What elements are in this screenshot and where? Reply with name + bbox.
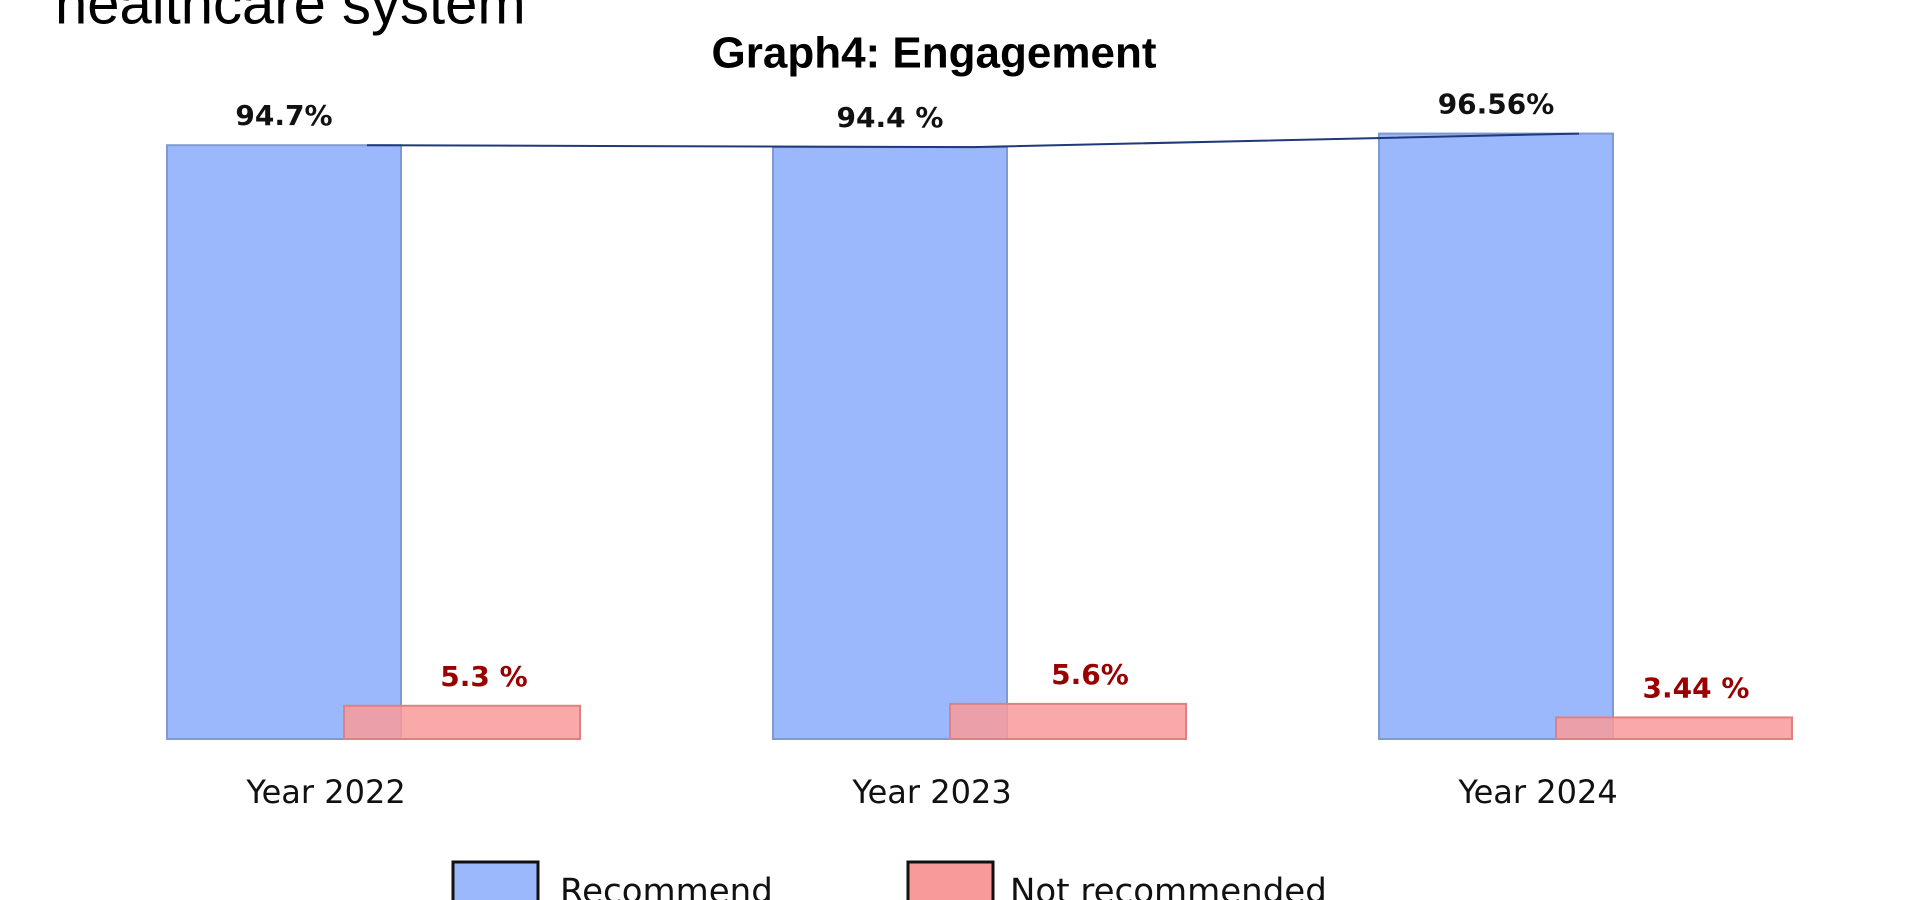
data-label: 96.56%	[1438, 88, 1555, 121]
legend-label: Not recommended	[1010, 872, 1327, 900]
data-label: 3.44 %	[1643, 671, 1750, 704]
bar	[1378, 132, 1614, 741]
data-label: 5.6%	[1051, 658, 1129, 691]
bar	[1555, 716, 1793, 741]
x-tick-label: Year 2024	[1457, 773, 1617, 811]
heading: healthcare system	[55, 0, 526, 36]
legend-swatch	[451, 860, 540, 900]
data-label: 94.4 %	[837, 101, 944, 134]
bar	[343, 704, 581, 740]
legend-swatch	[906, 860, 995, 900]
trend-line	[366, 132, 1580, 149]
chart-title: Graph4: Engagement	[712, 29, 1157, 78]
bar	[949, 702, 1187, 740]
bar	[772, 146, 1008, 740]
bar	[166, 144, 402, 740]
data-label: 5.3 %	[440, 660, 527, 693]
data-label: 94.7%	[235, 99, 332, 132]
x-tick-label: Year 2023	[851, 773, 1011, 811]
legend-label: Recommend	[560, 872, 773, 900]
x-tick-label: Year 2022	[245, 773, 405, 811]
